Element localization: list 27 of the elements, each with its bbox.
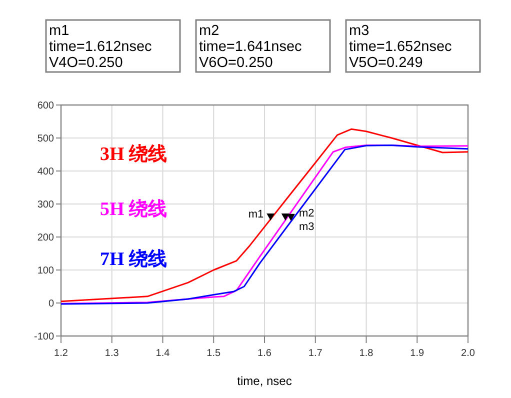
- annotation: m2: [298, 208, 314, 220]
- text: m3 time=1.652nsec V5O=0.249: [349, 23, 452, 71]
- text: 3H 绕线: [100, 143, 168, 165]
- x-tick-label: 2.0: [461, 348, 476, 359]
- series-label: 7H 绕线: [100, 248, 168, 270]
- annotation: m3: [298, 220, 314, 233]
- x-tick-label: 1.8: [359, 348, 374, 359]
- x-tick-label: 1.4: [156, 348, 170, 359]
- y-tick-label: 600: [37, 100, 54, 112]
- x-axis-title: time, nsec: [237, 374, 292, 388]
- y-tick-label: 200: [37, 232, 54, 244]
- y-tick-label: 0: [48, 298, 54, 310]
- x-tick-label: 1.9: [410, 348, 425, 359]
- text: m2 time=1.641nsec V6O=0.250: [199, 23, 302, 71]
- x-tick-label: 1.5: [206, 348, 222, 359]
- y-tick-label: -100: [34, 332, 54, 342]
- text: m1 time=1.612nsec V4O=0.250: [49, 23, 152, 71]
- y-tick-label: 300: [37, 200, 54, 210]
- y-tick-label: 500: [37, 134, 54, 144]
- x-tick-label: 1.7: [308, 348, 323, 359]
- text: 5H 绕线: [100, 198, 168, 220]
- x-tick-label: 1.2: [54, 348, 68, 359]
- annotation: m1: [248, 208, 264, 220]
- x-tick-label: 1.3: [104, 348, 120, 359]
- y-tick-label: 100: [37, 266, 54, 276]
- y-tick-label: 400: [37, 166, 54, 178]
- x-tick-label: 1.6: [258, 348, 272, 359]
